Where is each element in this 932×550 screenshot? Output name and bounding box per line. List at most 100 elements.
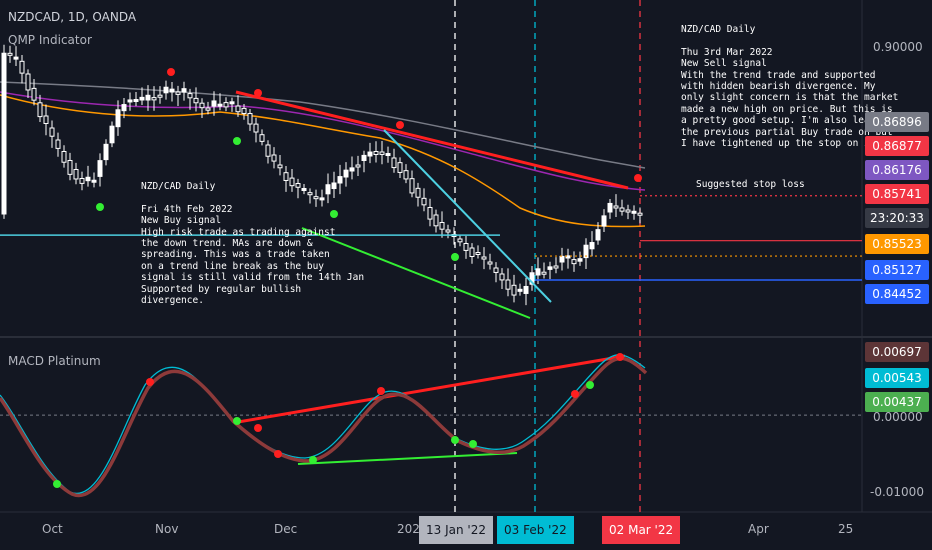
macd-title: MACD Platinum <box>8 354 101 368</box>
candle-body <box>637 212 643 216</box>
signal-dot <box>309 456 317 464</box>
candle-body <box>469 247 475 258</box>
price-tag: 0.86176 <box>865 160 929 180</box>
candle-body <box>61 151 67 163</box>
macd-pane <box>0 354 648 498</box>
candle-body <box>613 205 619 209</box>
candle-body <box>223 102 229 108</box>
candle-body <box>535 268 541 276</box>
candle-body <box>445 229 451 233</box>
candle-body <box>115 109 121 128</box>
candle-body <box>229 101 235 105</box>
time-label: 202 <box>397 522 420 536</box>
time-label: Nov <box>155 522 179 536</box>
candle-body <box>385 153 391 157</box>
price-tag: 0.86896 <box>865 112 929 132</box>
price-tag: 0.86877 <box>865 136 929 156</box>
date-tag: 13 Jan '22 <box>419 516 493 544</box>
signal-dot <box>571 390 579 398</box>
candle-body <box>1 52 7 215</box>
candle-body <box>241 107 247 114</box>
signal-dot <box>167 68 175 76</box>
candle-body <box>307 192 313 196</box>
candle-body <box>205 107 211 111</box>
candle-body <box>13 56 19 60</box>
macd-tag: 0.00543 <box>865 368 929 388</box>
candle-body <box>499 273 505 281</box>
macd-tick: -0.01000 <box>870 485 924 499</box>
candle-body <box>463 243 469 251</box>
candle-body <box>175 91 181 95</box>
candle-body <box>589 242 595 250</box>
signal-dot <box>233 417 241 425</box>
signal-dots <box>53 68 642 488</box>
candle-body <box>553 265 559 269</box>
candle-body <box>271 154 277 162</box>
candle-body <box>457 238 463 243</box>
candle-body <box>301 187 307 191</box>
candle-body <box>601 215 607 227</box>
macd-line <box>0 356 648 498</box>
price-tag: 0.85741 <box>865 184 929 204</box>
candle-body <box>325 184 331 195</box>
candle-body <box>319 197 325 201</box>
trend-lines <box>0 90 862 465</box>
candle-body <box>367 151 373 157</box>
candle-body <box>505 279 511 290</box>
candle-body <box>577 258 583 262</box>
candle-body <box>619 207 625 212</box>
candle-body <box>493 267 499 273</box>
candle-body <box>439 222 445 230</box>
candle-body <box>133 99 139 103</box>
candle-body <box>25 73 31 91</box>
candle-body <box>475 252 481 255</box>
candle-body <box>523 285 529 294</box>
candle-body <box>541 271 547 275</box>
time-label: Dec <box>274 522 298 536</box>
candle-body <box>355 164 361 168</box>
candle-body <box>127 99 133 103</box>
candle-body <box>235 105 241 113</box>
candle-body <box>151 97 157 101</box>
candle-body <box>43 115 49 125</box>
candle-body <box>253 123 259 133</box>
candle-body <box>349 167 355 172</box>
signal-dot <box>586 381 594 389</box>
candle-body <box>487 261 493 265</box>
candle-body <box>181 88 187 93</box>
candle-body <box>631 210 637 214</box>
price-tick: 0.90000 <box>873 40 923 54</box>
stop-loss-label: Suggested stop loss <box>696 179 805 190</box>
candle-body <box>97 160 103 177</box>
candle-body <box>67 160 73 175</box>
candle-body <box>373 151 379 156</box>
macd-tag: 0.00697 <box>865 342 929 362</box>
macd-signal-line <box>0 354 646 495</box>
candle-body <box>79 178 85 184</box>
signal-dot <box>53 480 61 488</box>
candle-body <box>193 97 199 104</box>
candle-body <box>625 209 631 213</box>
signal-dot <box>254 89 262 97</box>
signal-dot <box>634 174 642 182</box>
candle-body <box>85 176 91 182</box>
date-tag: 02 Mar '22 <box>602 516 681 544</box>
time-label: Oct <box>42 522 63 536</box>
macd-bullish-divergence-line <box>297 452 518 465</box>
candle-body <box>559 255 565 263</box>
candle-body <box>19 60 25 74</box>
macd-bearish-divergence-line <box>237 354 626 424</box>
candle-body <box>511 284 517 296</box>
candle-body <box>421 197 427 206</box>
candle-body <box>415 187 421 198</box>
price-tag: 0.84452 <box>865 284 929 304</box>
symbol-title: NZDCAD, 1D, OANDA <box>8 10 137 24</box>
time-label: Apr <box>748 522 769 536</box>
signal-dot <box>96 203 104 211</box>
candle-body <box>361 154 367 161</box>
candle-body <box>55 139 61 149</box>
candle-body <box>103 143 109 161</box>
candle-body <box>265 144 271 157</box>
candle-body <box>595 229 601 241</box>
